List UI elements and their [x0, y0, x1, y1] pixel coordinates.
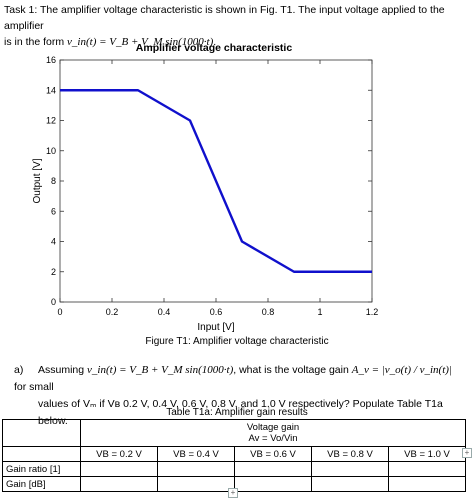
y-axis-label: Output [V]: [32, 158, 43, 203]
table-cell[interactable]: [388, 476, 466, 492]
question-assuming: Assuming: [38, 364, 85, 376]
table-row-gain-db: Gain [dB]: [2, 476, 466, 492]
table-cell[interactable]: [311, 461, 389, 477]
x-tick-label: 0.4: [158, 307, 171, 317]
voltage-gain-header[interactable]: Voltage gain Av = Vo/Vin: [80, 419, 466, 447]
gain-results-table: Voltage gain Av = Vo/Vin VB = 0.2 V VB =…: [2, 419, 466, 492]
x-tick-label: 1: [317, 307, 322, 317]
x-tick-label: 0.6: [210, 307, 223, 317]
column-header-vb-0.4[interactable]: VB = 0.4 V: [157, 446, 235, 462]
question-mid: , what is the voltage gain: [233, 364, 349, 376]
column-header-vb-0.6[interactable]: VB = 0.6 V: [234, 446, 312, 462]
table-cell[interactable]: [157, 461, 235, 477]
table-column-header-row: VB = 0.2 V VB = 0.4 V VB = 0.6 V VB = 0.…: [2, 446, 466, 462]
table-cell[interactable]: [311, 476, 389, 492]
series-line: [60, 89, 372, 273]
question-line-1: a) Assuming v_in(t) = V_B + V_M sin(1000·…: [14, 362, 466, 396]
voltage-characteristic-chart: Amplifier voltage characteristic 0 0.2 0.4…: [32, 42, 379, 333]
intro-suffix: .: [213, 36, 217, 48]
question-label: a): [14, 364, 24, 376]
y-tick-label: 2: [51, 267, 56, 277]
question-input-equation: v_in(t) = V_B + V_M sin(1000·t): [87, 364, 234, 376]
table-header-row: Voltage gain Av = Vo/Vin: [2, 419, 466, 447]
table-cell[interactable]: [80, 461, 158, 477]
table-cell-empty[interactable]: [2, 446, 81, 462]
x-tick-label: 0.8: [262, 307, 275, 317]
x-tick-label: 0: [57, 307, 62, 317]
y-tick-label: 8: [51, 176, 56, 186]
intro-prefix: is in the form: [4, 36, 65, 48]
column-header-vb-0.2[interactable]: VB = 0.2 V: [80, 446, 158, 462]
table-row-gain-ratio: Gain ratio [1]: [2, 461, 466, 477]
intro-line-1: Task 1: The amplifier voltage characteri…: [4, 4, 445, 32]
y-tick-label: 10: [46, 146, 56, 156]
x-tick-label: 0.2: [106, 307, 119, 317]
table-cell[interactable]: [80, 476, 158, 492]
column-header-vb-0.8[interactable]: VB = 0.8 V: [311, 446, 389, 462]
row-header-gain-db[interactable]: Gain [dB]: [2, 476, 81, 492]
intro-line-2: is in the form v_in(t) = V_B + V_M sin(1…: [4, 34, 470, 50]
question-end: for small: [14, 381, 54, 393]
column-header-vb-1.0[interactable]: VB = 1.0 V: [388, 446, 466, 462]
table-caption: Table T1a: Amplifier gain results: [166, 407, 308, 418]
chart-title: Amplifier voltage characteristic: [136, 42, 293, 54]
row-header-gain-ratio[interactable]: Gain ratio [1]: [2, 461, 81, 477]
table-cell[interactable]: [157, 476, 235, 492]
y-tick-label: 14: [46, 85, 56, 95]
y-tick-label: 16: [46, 55, 56, 65]
add-row-button[interactable]: +: [228, 488, 238, 498]
add-column-button[interactable]: +: [462, 448, 472, 458]
y-tick-label: 0: [51, 297, 56, 307]
y-tick-label: 12: [46, 116, 56, 126]
x-axis-label: Input [V]: [197, 322, 234, 333]
figure-caption: Figure T1: Amplifier voltage characteris…: [145, 336, 329, 347]
table-cell[interactable]: [234, 476, 312, 492]
y-tick-label: 6: [51, 206, 56, 216]
question-a: a) Assuming v_in(t) = V_B + V_M sin(1000·…: [14, 362, 466, 430]
task-intro: Task 1: The amplifier voltage characteri…: [4, 2, 470, 50]
table-cell[interactable]: [234, 461, 312, 477]
table-corner-cell[interactable]: [2, 419, 81, 447]
x-tick-label: 1.2: [366, 307, 379, 317]
voltage-gain-formula: Av = Vo/Vin: [248, 433, 298, 444]
gain-equation: A_v = |v_o(t) / v_in(t)|: [351, 364, 452, 376]
voltage-gain-title: Voltage gain: [246, 422, 300, 433]
table-cell[interactable]: [388, 461, 466, 477]
y-tick-label: 4: [51, 237, 56, 247]
input-equation: v_in(t) = V_B + V_M sin(1000·t): [67, 36, 214, 48]
